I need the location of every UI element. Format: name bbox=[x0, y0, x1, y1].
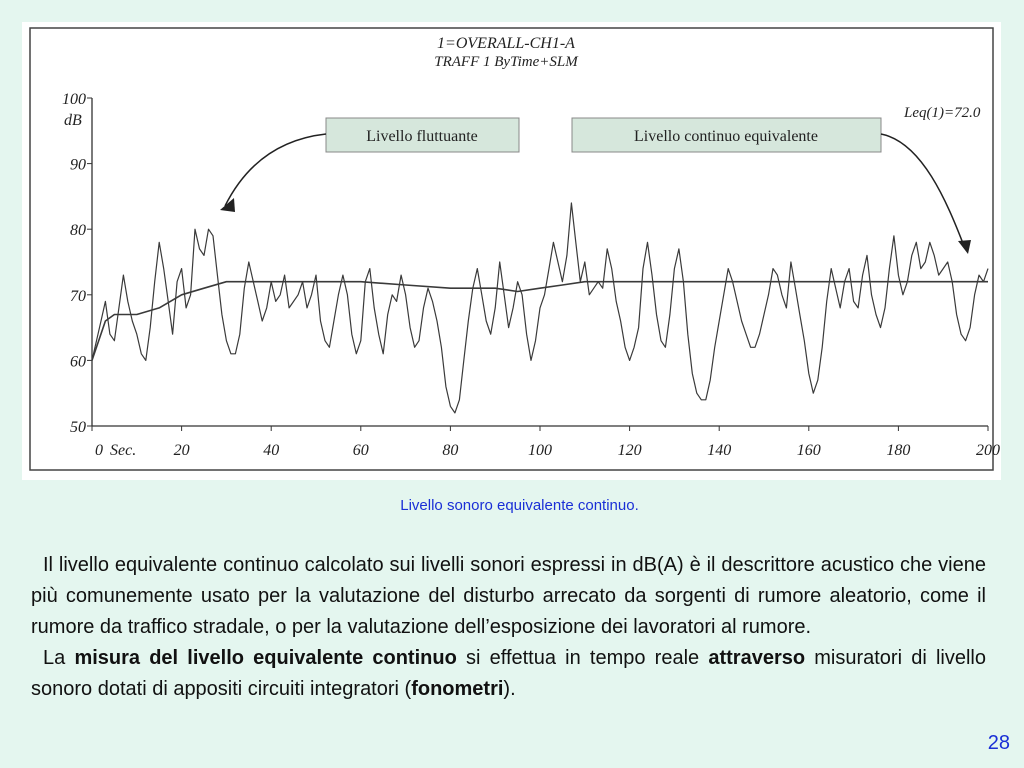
paragraph-2-text-2: si effettua in tempo reale bbox=[456, 647, 709, 669]
series-line-equivalent bbox=[91, 280, 988, 361]
x-tick-label: 100 bbox=[528, 442, 552, 459]
chart-figure: 1=OVERALL-CH1-A TRAFF 1 ByTime+SLM dB Se… bbox=[22, 22, 1001, 480]
chart-frame bbox=[29, 27, 994, 471]
series-line-fluctuating bbox=[91, 202, 989, 414]
x-tick-label: 140 bbox=[707, 442, 731, 459]
y-tick-label: 60 bbox=[70, 353, 86, 370]
x-tick-label: 40 bbox=[263, 442, 279, 459]
paragraph-2-text-4: ). bbox=[503, 678, 516, 700]
y-tick-label: 80 bbox=[70, 222, 86, 239]
body-text: Il livello equivalente continuo calcolat… bbox=[31, 550, 986, 705]
x-tick-label: 180 bbox=[886, 442, 910, 459]
y-tick-label: 70 bbox=[70, 288, 86, 305]
y-tick-label: 50 bbox=[70, 419, 86, 436]
x-tick-label: 20 bbox=[174, 442, 190, 459]
x-tick-label: 0 bbox=[95, 442, 103, 459]
paragraph-2-bold-2: attraverso bbox=[708, 647, 806, 669]
y-tick-label: 100 bbox=[62, 91, 86, 108]
figure-caption: Livello sonoro equivalente continuo. bbox=[400, 497, 639, 514]
annotation-equivalent: Livello continuo equivalente bbox=[571, 117, 971, 254]
annotation-equivalent-arrowhead bbox=[958, 240, 971, 254]
y-axis-unit: dB bbox=[64, 112, 82, 129]
paragraph-1: Il livello equivalente continuo calcolat… bbox=[31, 554, 986, 638]
x-tick-label: 60 bbox=[353, 442, 369, 459]
x-tick-label: 80 bbox=[442, 442, 458, 459]
paragraph-2-text-1: La bbox=[43, 647, 75, 669]
x-tick-label: 120 bbox=[618, 442, 642, 459]
chart-title: 1=OVERALL-CH1-A bbox=[437, 35, 575, 52]
annotation-fluctuating: Livello fluttuante bbox=[220, 117, 520, 212]
annotation-fluctuating-label: Livello fluttuante bbox=[366, 128, 478, 145]
annotation-equivalent-arrow bbox=[880, 133, 965, 247]
leq-readout: Leq(1)=72.0 bbox=[903, 105, 981, 121]
annotation-equivalent-box bbox=[571, 117, 882, 153]
paragraph-2-bold-1: misura del livello equivalente continuo bbox=[74, 647, 457, 669]
annotation-fluctuating-arrowhead bbox=[220, 198, 235, 212]
x-tick-label: 200 bbox=[976, 442, 1000, 459]
paragraph-2-text-3: misuratori di livello sonoro dotati di a… bbox=[31, 647, 986, 700]
paragraph-2-bold-3: fonometri bbox=[411, 678, 504, 700]
x-axis-unit: Sec. bbox=[110, 442, 136, 459]
chart-svg: 1=OVERALL-CH1-A TRAFF 1 ByTime+SLM dB Se… bbox=[29, 27, 1000, 471]
annotation-equivalent-label: Livello continuo equivalente bbox=[634, 128, 818, 145]
plot-area: 100 90 80 70 60 50 0 20 40 60 80 100 120 140 160 180 200 bbox=[62, 91, 1000, 459]
paragraph-2: La misura del livello equivalente contin… bbox=[31, 643, 986, 705]
annotation-fluctuating-arrow bbox=[224, 133, 327, 207]
page-number: 28 bbox=[987, 732, 1010, 754]
y-tick-label: 90 bbox=[70, 157, 86, 174]
annotation-fluctuating-box bbox=[325, 117, 520, 153]
x-tick-label: 160 bbox=[797, 442, 821, 459]
chart-subtitle: TRAFF 1 ByTime+SLM bbox=[434, 54, 579, 70]
